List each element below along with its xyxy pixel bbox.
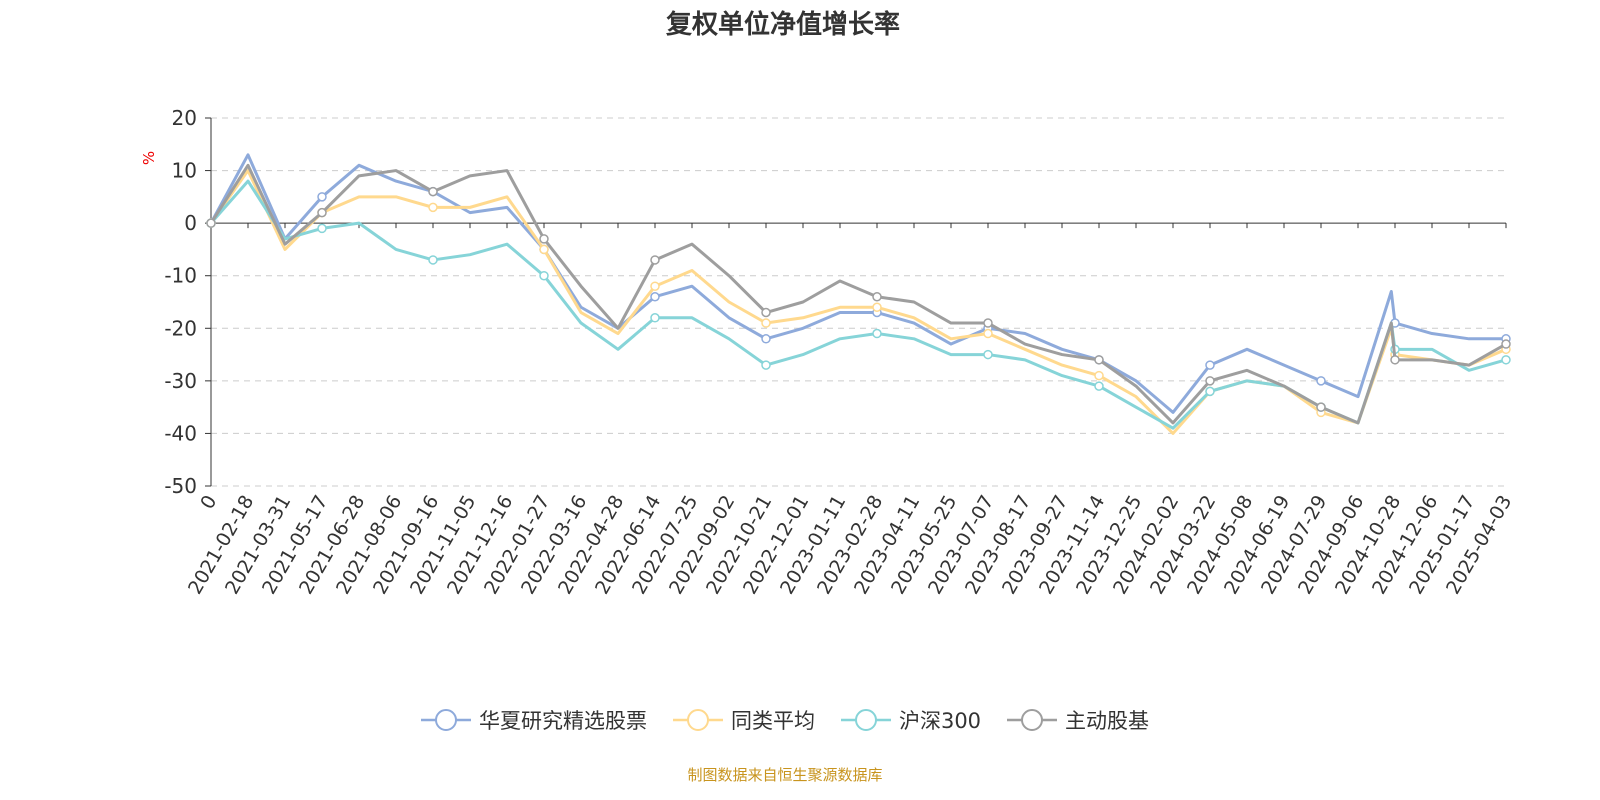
data-point [539,234,549,244]
data-point [317,207,327,218]
legend-item[interactable]: 主动股基 [1007,705,1149,735]
data-point [1094,355,1104,365]
data-point [761,334,771,344]
data-point [650,313,660,323]
data-point [872,302,882,313]
series-line-1 [209,169,1507,435]
data-point [317,223,327,234]
data-point [650,291,660,302]
legend: 华夏研究精选股票 同类平均 沪深300 主动股基 [0,705,1570,735]
data-point [1205,386,1215,397]
data-point [872,328,882,339]
y-tick-label: 20 [172,106,197,130]
data-point [1390,355,1400,365]
legend-marker-icon [1007,709,1058,731]
legend-item[interactable]: 华夏研究精选股票 [420,705,647,735]
series-line-3 [209,163,1507,425]
legend-item[interactable]: 同类平均 [672,705,815,735]
data-point [317,192,327,202]
y-tick-label: -10 [164,264,197,288]
data-point [983,349,993,360]
y-tick-label: 10 [172,159,197,183]
data-point [761,307,771,318]
data-point [761,360,771,370]
series-line-0 [209,153,1506,414]
data-point [428,255,438,265]
legend-marker-icon [672,709,723,731]
legend-marker-icon [840,709,891,731]
chart-title: 复权单位净值增长率 [665,10,900,40]
data-point [539,244,549,255]
y-tick-label: -50 [164,474,197,498]
data-point [1501,339,1511,349]
y-axis-label: % [140,151,158,165]
data-point [428,186,438,197]
line-chart: 20100-10-20-30-40-50%02021-02-182021-03-… [140,106,1516,598]
data-point [1094,381,1104,391]
source-note: 制图数据来自恒生聚源数据库 [687,766,883,784]
data-point [1205,376,1215,386]
legend-marker-icon [420,709,471,731]
data-point [650,255,660,265]
data-point [650,281,660,291]
y-tick-label: -30 [164,369,197,393]
data-point [1316,402,1326,412]
data-point [872,291,882,302]
series-line-2 [209,179,1507,430]
data-point [761,318,771,328]
y-tick-label: 0 [184,211,197,235]
data-point [539,270,549,281]
y-tick-label: -20 [164,316,197,340]
legend-item[interactable]: 沪深300 [840,705,982,735]
data-point [1205,360,1215,370]
legend-label: 华夏研究精选股票 [478,709,647,733]
x-tick-label: 0 [196,492,221,513]
legend-label: 主动股基 [1065,709,1150,733]
legend-label: 沪深300 [898,709,982,733]
legend-label: 同类平均 [730,709,815,733]
data-point [1316,376,1326,386]
data-point [206,218,216,228]
data-point [1094,370,1104,381]
data-point [983,318,993,328]
data-point [1501,355,1511,365]
data-point [428,202,438,213]
y-tick-label: -40 [164,421,197,445]
data-point [983,328,993,339]
